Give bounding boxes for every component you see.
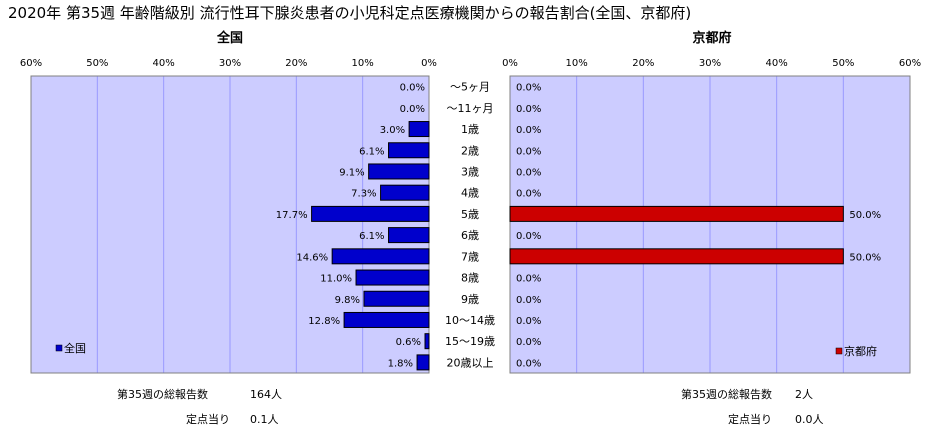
category-label: 2歳 — [461, 144, 479, 157]
national-bar — [311, 205, 430, 222]
category-label: 4歳 — [461, 187, 479, 200]
kyoto-tick-label: 40% — [766, 58, 788, 69]
national-bar — [388, 142, 430, 159]
kyoto-per-label: 定点当り — [728, 412, 772, 426]
national-tick-label: 30% — [219, 58, 241, 69]
national-tick-label: 40% — [153, 58, 175, 69]
kyoto-value-label: 0.0% — [516, 83, 541, 94]
kyoto-value-label: 0.0% — [516, 231, 541, 242]
kyoto-value-label: 50.0% — [849, 252, 881, 263]
category-label: 15～19歳 — [445, 335, 495, 348]
national-tick-label: 0% — [421, 58, 437, 69]
national-bar — [388, 227, 430, 244]
national-value-label: 17.7% — [276, 210, 308, 221]
national-tick-label: 20% — [285, 58, 307, 69]
national-bar — [343, 311, 430, 328]
national-tick-label: 10% — [352, 58, 374, 69]
national-bar — [416, 354, 430, 371]
national-plot-border — [30, 75, 430, 374]
national-value-label: 6.1% — [359, 231, 384, 242]
kyoto-value-label: 0.0% — [516, 146, 541, 157]
national-subtitle: 全国 — [216, 30, 243, 46]
national-bar — [380, 184, 430, 201]
kyoto-tick-label: 30% — [699, 58, 721, 69]
national-legend-swatch — [55, 344, 63, 352]
national-value-label: 7.3% — [351, 189, 376, 200]
kyoto-value-label: 0.0% — [516, 274, 541, 285]
category-label: 10～14歳 — [445, 314, 495, 327]
category-label: ～5ヶ月 — [450, 81, 490, 94]
national-legend-label: 全国 — [64, 341, 86, 355]
national-value-label: 1.8% — [388, 358, 413, 369]
kyoto-per-value: 0.0人 — [795, 413, 824, 426]
kyoto-bar — [509, 205, 844, 222]
national-value-label: 0.0% — [400, 83, 425, 94]
national-total-label: 第35週の総報告数 — [117, 387, 208, 401]
category-label: 20歳以上 — [447, 356, 494, 369]
category-label: 5歳 — [461, 208, 479, 221]
kyoto-value-label: 0.0% — [516, 104, 541, 115]
chart-title: 2020年 第35週 年齢階級別 流行性耳下腺炎患者の小児科定点医療機関からの報… — [8, 4, 691, 22]
category-label: 8歳 — [461, 272, 479, 285]
kyoto-legend-swatch — [835, 347, 843, 355]
national-bar — [363, 290, 430, 307]
national-tick-label: 60% — [20, 58, 42, 69]
national-per-value: 0.1人 — [250, 413, 279, 426]
national-total-value: 164人 — [250, 388, 282, 401]
kyoto-value-label: 0.0% — [516, 316, 541, 327]
national-value-label: 0.6% — [396, 337, 421, 348]
kyoto-value-label: 0.0% — [516, 337, 541, 348]
national-bar — [424, 333, 430, 350]
category-label: 6歳 — [461, 229, 479, 242]
kyoto-total-label: 第35週の総報告数 — [681, 387, 772, 401]
kyoto-tick-label: 10% — [566, 58, 588, 69]
national-value-label: 0.0% — [400, 104, 425, 115]
national-bar — [331, 248, 430, 265]
national-bar — [368, 163, 430, 180]
kyoto-legend-label: 京都府 — [844, 344, 877, 358]
kyoto-tick-label: 60% — [899, 58, 921, 69]
kyoto-total-value: 2人 — [795, 388, 813, 401]
kyoto-value-label: 0.0% — [516, 358, 541, 369]
category-label: 3歳 — [461, 165, 479, 178]
national-bar — [355, 269, 430, 286]
national-value-label: 14.6% — [296, 252, 328, 263]
category-label: 9歳 — [461, 293, 479, 306]
kyoto-value-label: 0.0% — [516, 125, 541, 136]
category-label: 1歳 — [461, 123, 479, 136]
kyoto-value-label: 0.0% — [516, 295, 541, 306]
national-value-label: 9.1% — [339, 167, 364, 178]
national-value-label: 3.0% — [380, 125, 405, 136]
kyoto-value-label: 0.0% — [516, 189, 541, 200]
kyoto-tick-label: 0% — [502, 58, 518, 69]
category-label: 7歳 — [461, 250, 479, 263]
national-value-label: 6.1% — [359, 146, 384, 157]
national-value-label: 12.8% — [308, 316, 340, 327]
kyoto-plot-border — [509, 75, 911, 374]
national-value-label: 11.0% — [320, 274, 352, 285]
kyoto-value-label: 50.0% — [849, 210, 881, 221]
national-bar — [408, 121, 430, 138]
category-label: ～11ヶ月 — [447, 102, 494, 115]
national-per-label: 定点当り — [186, 412, 230, 426]
kyoto-bar — [509, 248, 844, 265]
kyoto-tick-label: 50% — [832, 58, 854, 69]
national-value-label: 9.8% — [335, 295, 360, 306]
national-tick-label: 50% — [86, 58, 108, 69]
kyoto-value-label: 0.0% — [516, 167, 541, 178]
kyoto-subtitle: 京都府 — [692, 30, 731, 46]
kyoto-tick-label: 20% — [632, 58, 654, 69]
